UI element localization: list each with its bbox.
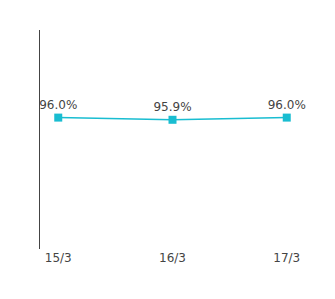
svg-text:96.0%: 96.0%: [39, 98, 77, 112]
svg-text:95.9%: 95.9%: [153, 100, 191, 114]
svg-text:16/3: 16/3: [159, 251, 186, 265]
svg-text:96.0%: 96.0%: [268, 98, 306, 112]
svg-text:17/3: 17/3: [273, 251, 300, 265]
svg-text:15/3: 15/3: [45, 251, 72, 265]
